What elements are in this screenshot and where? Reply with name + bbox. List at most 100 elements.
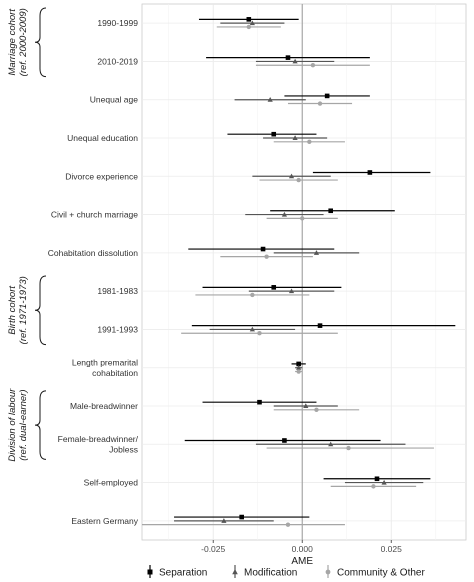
point-estimate-circle (300, 216, 305, 221)
category-label-line: 1990-1999 (97, 18, 138, 28)
group-label: Division of labour(ref. dual-earner) (7, 388, 29, 462)
point-estimate-triangle (249, 20, 255, 26)
x-tick-label: 0.025 (381, 544, 403, 554)
legend-label: Separation (159, 568, 207, 579)
legend-label: Community & Other (337, 568, 425, 579)
category-label-line: 1981-1983 (97, 286, 138, 296)
point-estimate-circle (285, 522, 291, 527)
category-label-line: Female-breadwinner/ (58, 434, 139, 444)
category-label: Unequal age (90, 95, 138, 105)
group-bracket (34, 275, 47, 346)
group-brackets: Marriage cohort(ref. 2000-2009) Birth coh… (7, 7, 47, 462)
point-estimate-circle (307, 139, 312, 144)
category-label: Length premarital cohabitation (72, 357, 138, 378)
point-estimate-circle (257, 331, 262, 336)
point-estimate-square (324, 93, 330, 99)
point-estimate-square (296, 361, 301, 367)
group-label-line: Division of labour (7, 388, 18, 462)
point-estimate-circle (296, 177, 301, 183)
point-estimate-triangle (292, 135, 298, 140)
category-label-line: 1991-1993 (97, 324, 138, 334)
x-tick-label: -0.025 (201, 544, 225, 554)
category-label: Self-employed (84, 478, 139, 488)
category-labels: 1990-1999 2010-2019 Unequal age Unequal edu… (48, 18, 139, 526)
group-label-line: Marriage cohort (7, 9, 18, 76)
point-estimate-square (239, 514, 244, 520)
category-label-line: Jobless (109, 445, 138, 455)
point-estimate-square (374, 476, 380, 482)
plot-rows (142, 17, 456, 527)
category-label-line: Civil + church marriage (51, 210, 138, 220)
point-estimate-triangle (267, 97, 273, 102)
category-label: Male-breadwinner (70, 401, 138, 411)
point-estimate-triangle (328, 441, 334, 447)
category-label: Cohabitation dissolution (48, 248, 139, 258)
category-label: 1991-1993 (97, 324, 138, 334)
point-estimate-square (271, 285, 277, 290)
category-label: Eastern Germany (71, 516, 138, 526)
category-label-line: Eastern Germany (71, 516, 138, 526)
legend-item: Separation (147, 565, 207, 579)
category-label-line: 2010-2019 (97, 56, 138, 66)
point-estimate-square (367, 170, 373, 175)
legend-key-circle (325, 569, 331, 575)
point-estimate-triangle (221, 518, 227, 523)
point-estimate-circle (346, 445, 351, 451)
legend-key-square (147, 569, 153, 575)
group-label: Marriage cohort(ref. 2000-2009) (7, 8, 29, 76)
category-label: 2010-2019 (97, 56, 138, 66)
point-estimate-square (260, 246, 266, 252)
point-estimate-triangle (288, 173, 295, 179)
group-label-line: Birth cohort (7, 286, 18, 335)
group-label-line: (ref. 2000-2009) (18, 8, 29, 76)
x-axis: -0.025 0.000 0.025 AME (201, 540, 402, 567)
series-separation (174, 17, 456, 520)
category-label: Civil + church marriage (51, 210, 138, 220)
category-label-line: cohabitation (92, 368, 138, 378)
point-estimate-square (317, 323, 323, 328)
point-estimate-triangle (281, 211, 288, 217)
point-estimate-triangle (303, 403, 309, 408)
legend-key-triangle (232, 569, 238, 575)
point-estimate-triangle (313, 250, 320, 255)
category-label: 1990-1999 (97, 18, 138, 28)
category-label: 1981-1983 (97, 286, 138, 296)
category-label: Female-breadwinner/Jobless (58, 434, 139, 455)
point-estimate-square (246, 17, 252, 22)
point-estimate-circle (296, 369, 301, 374)
group-bracket (34, 390, 47, 460)
point-estimate-square (328, 208, 334, 214)
point-estimate-square (282, 438, 287, 443)
point-estimate-circle (310, 63, 316, 68)
grid-layer (141, 3, 467, 541)
x-axis-title: AME (291, 556, 313, 567)
group-label: Birth cohort(ref. 1971-1973) (7, 276, 29, 344)
legend-item: Modification (232, 565, 297, 579)
category-label-line: Length premarital (72, 357, 138, 367)
point-estimate-circle (264, 254, 269, 259)
point-estimate-triangle (292, 58, 298, 64)
category-label-line: Unequal education (67, 133, 138, 143)
point-estimate-triangle (249, 326, 255, 332)
group-label-line: (ref. dual-earner) (18, 390, 29, 461)
point-estimate-circle (246, 24, 252, 30)
point-estimate-circle (250, 292, 255, 298)
category-label-line: Male-breadwinner (70, 401, 138, 411)
legend-label: Modification (244, 568, 297, 579)
point-estimate-triangle (288, 288, 295, 294)
point-estimate-square (271, 131, 277, 137)
point-estimate-circle (317, 101, 323, 106)
category-label-line: Self-employed (84, 478, 139, 488)
category-label-line: Cohabitation dissolution (48, 248, 139, 258)
point-estimate-square (285, 55, 291, 60)
point-estimate-triangle (296, 365, 302, 370)
point-estimate-triangle (381, 479, 387, 485)
legend: Separation Modification Community & Other (147, 565, 425, 579)
legend-item: Community & Other (325, 565, 425, 579)
category-label-line: Unequal age (90, 95, 138, 105)
point-estimate-circle (371, 484, 376, 489)
group-bracket (34, 7, 47, 78)
group-label-line: (ref. 1971-1973) (18, 276, 29, 344)
category-label: Divorce experience (65, 171, 138, 181)
